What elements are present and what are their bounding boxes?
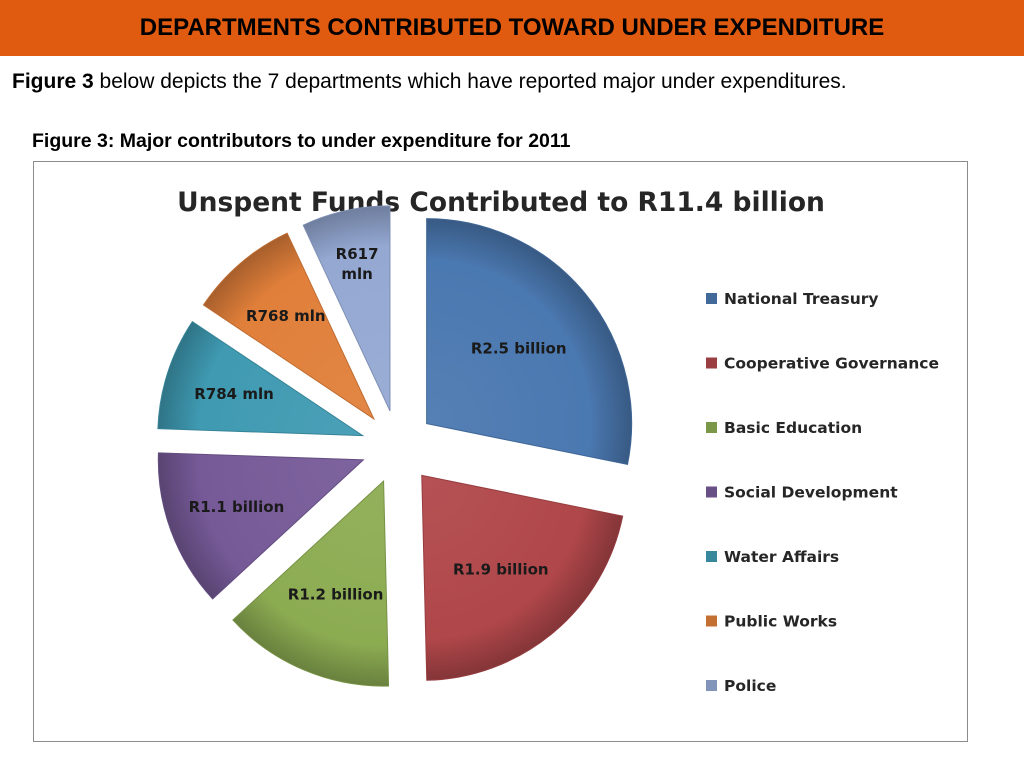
- legend-label-public-works: Public Works: [724, 613, 837, 631]
- intro-text: below depicts the 7 departments which ha…: [93, 70, 847, 93]
- legend-label-police: Police: [724, 677, 776, 695]
- data-label-basic-education: R1.2 billion: [288, 585, 384, 603]
- chart-canvas: Unspent Funds Contributed to R11.4 billi…: [157, 187, 939, 695]
- pie-slices: [157, 205, 633, 687]
- chart-legend: National Treasury Cooperative Governance B…: [706, 290, 939, 695]
- pie-slice-water-affairs: [157, 320, 365, 437]
- legend-swatch-police: [706, 680, 717, 691]
- data-label-national-treasury: R2.5 billion: [471, 339, 567, 357]
- pie-slice-basic-education: [232, 479, 390, 687]
- pie-slice-public-works: [202, 232, 376, 421]
- pie-data-labels: R2.5 billion R1.9 billion R1.2 billion R1.1…: [189, 245, 567, 604]
- legend-label-cooperative-governance: Cooperative Governance: [724, 355, 939, 373]
- legend-label-water-affairs: Water Affairs: [724, 548, 839, 566]
- pie-chart: Unspent Funds Contributed to R11.4 billi…: [33, 161, 968, 742]
- figure-reference: Figure 3: [12, 70, 94, 93]
- data-label-cooperative-governance: R1.9 billion: [453, 561, 549, 579]
- data-label-water-affairs: R784 mln: [194, 385, 274, 403]
- legend-swatch-national-treasury: [706, 293, 717, 304]
- data-label-social-development: R1.1 billion: [189, 498, 285, 516]
- legend-label-basic-education: Basic Education: [724, 419, 862, 437]
- legend-swatch-cooperative-governance: [706, 357, 717, 369]
- pie-slice-cooperative-governance: [421, 474, 624, 681]
- legend-swatch-public-works: [706, 615, 717, 627]
- pie-slice-social-development: [157, 452, 365, 600]
- figure-caption: Figure 3: Major contributors to under ex…: [32, 130, 571, 152]
- legend-label-national-treasury: National Treasury: [724, 290, 879, 308]
- pie-slice-police: [302, 205, 391, 412]
- legend-swatch-basic-education: [706, 422, 717, 433]
- legend-swatch-water-affairs: [706, 551, 717, 562]
- pie-slice-national-treasury: [426, 218, 633, 465]
- data-label-police: R617 mln: [336, 245, 379, 283]
- title-banner: DEPARTMENTS CONTRIBUTED TOWARD UNDER EXP…: [0, 0, 1024, 56]
- legend-swatch-social-development: [706, 486, 717, 498]
- page-title: DEPARTMENTS CONTRIBUTED TOWARD UNDER EXP…: [139, 14, 885, 41]
- data-label-public-works: R768 mln: [246, 307, 326, 325]
- chart-title: Unspent Funds Contributed to R11.4 billi…: [177, 187, 825, 218]
- legend-label-social-development: Social Development: [724, 484, 898, 502]
- intro-paragraph: Figure 3 below depicts the 7 departments…: [12, 68, 998, 95]
